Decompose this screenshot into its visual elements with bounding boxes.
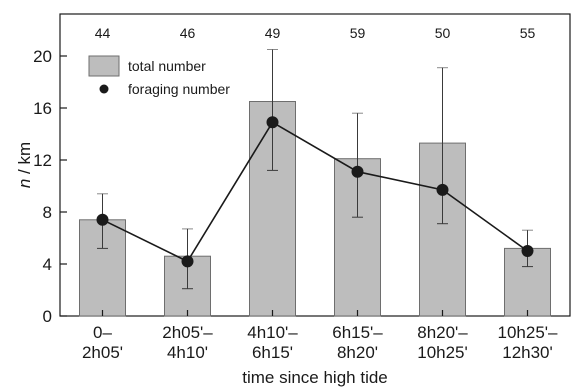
bars-layer: [79, 101, 551, 317]
sample-count-2: 49: [265, 25, 281, 41]
legend: total number foraging number: [88, 55, 230, 97]
x-tick-label-0-1: 2h05': [82, 343, 123, 362]
y-tick-label-1: 4: [43, 255, 52, 274]
x-tick-label-3-1: 8h20': [337, 343, 378, 362]
y-tick-label-5: 20: [33, 47, 52, 66]
y-axis-title: n / km: [15, 142, 34, 188]
foraging-line: [102, 121, 528, 263]
y-tick-label-3: 12: [33, 151, 52, 170]
y-axis-title-unit: / km: [15, 142, 34, 179]
legend-label-total: total number: [128, 58, 206, 74]
sample-count-0: 44: [95, 25, 111, 41]
foraging-point-2: [266, 116, 279, 129]
y-tick-label-2: 8: [43, 203, 52, 222]
x-tick-label-2-1: 6h15': [252, 343, 293, 362]
foraging-point-4: [436, 183, 449, 196]
x-tick-label-0-0: 0–: [93, 323, 112, 342]
legend-marker-foraging: [99, 84, 109, 94]
legend-swatch-total: [88, 55, 120, 77]
sample-count-5: 55: [520, 25, 536, 41]
x-tick-label-4-0: 8h20'–: [417, 323, 468, 342]
x-tick-label-1-1: 4h10': [167, 343, 208, 362]
foraging-line-layer: [102, 121, 528, 263]
x-tick-label-2-0: 4h10'–: [247, 323, 298, 342]
foraging-point-3: [351, 165, 364, 178]
error-bars-layer: [97, 49, 533, 290]
x-axis: 0–2h05'2h05'–4h10'4h10'–6h15'6h15'–8h20'…: [82, 310, 558, 362]
sample-count-4: 50: [435, 25, 451, 41]
sample-count-3: 59: [350, 25, 366, 41]
foraging-point-1: [181, 255, 194, 268]
x-tick-label-5-1: 12h30': [502, 343, 553, 362]
foraging-point-0: [96, 213, 109, 226]
y-axis: 0 4 8 12 16 20: [33, 47, 67, 326]
y-tick-label-4: 16: [33, 99, 52, 118]
foraging-points-layer: [96, 116, 534, 268]
x-tick-label-3-0: 6h15'–: [332, 323, 383, 342]
x-tick-label-5-0: 10h25'–: [498, 323, 559, 342]
x-tick-label-4-1: 10h25': [417, 343, 468, 362]
sample-count-1: 46: [180, 25, 196, 41]
foraging-point-5: [521, 245, 534, 257]
y-tick-label-0: 0: [43, 307, 52, 326]
x-tick-label-1-0: 2h05'–: [162, 323, 213, 342]
y-axis-title-var: n: [15, 179, 34, 188]
legend-label-foraging: foraging number: [128, 81, 230, 97]
sample-counts: 44 46 49 59 50 55: [95, 25, 536, 41]
plot-frame: [59, 13, 571, 317]
x-axis-title: time since high tide: [242, 368, 388, 387]
